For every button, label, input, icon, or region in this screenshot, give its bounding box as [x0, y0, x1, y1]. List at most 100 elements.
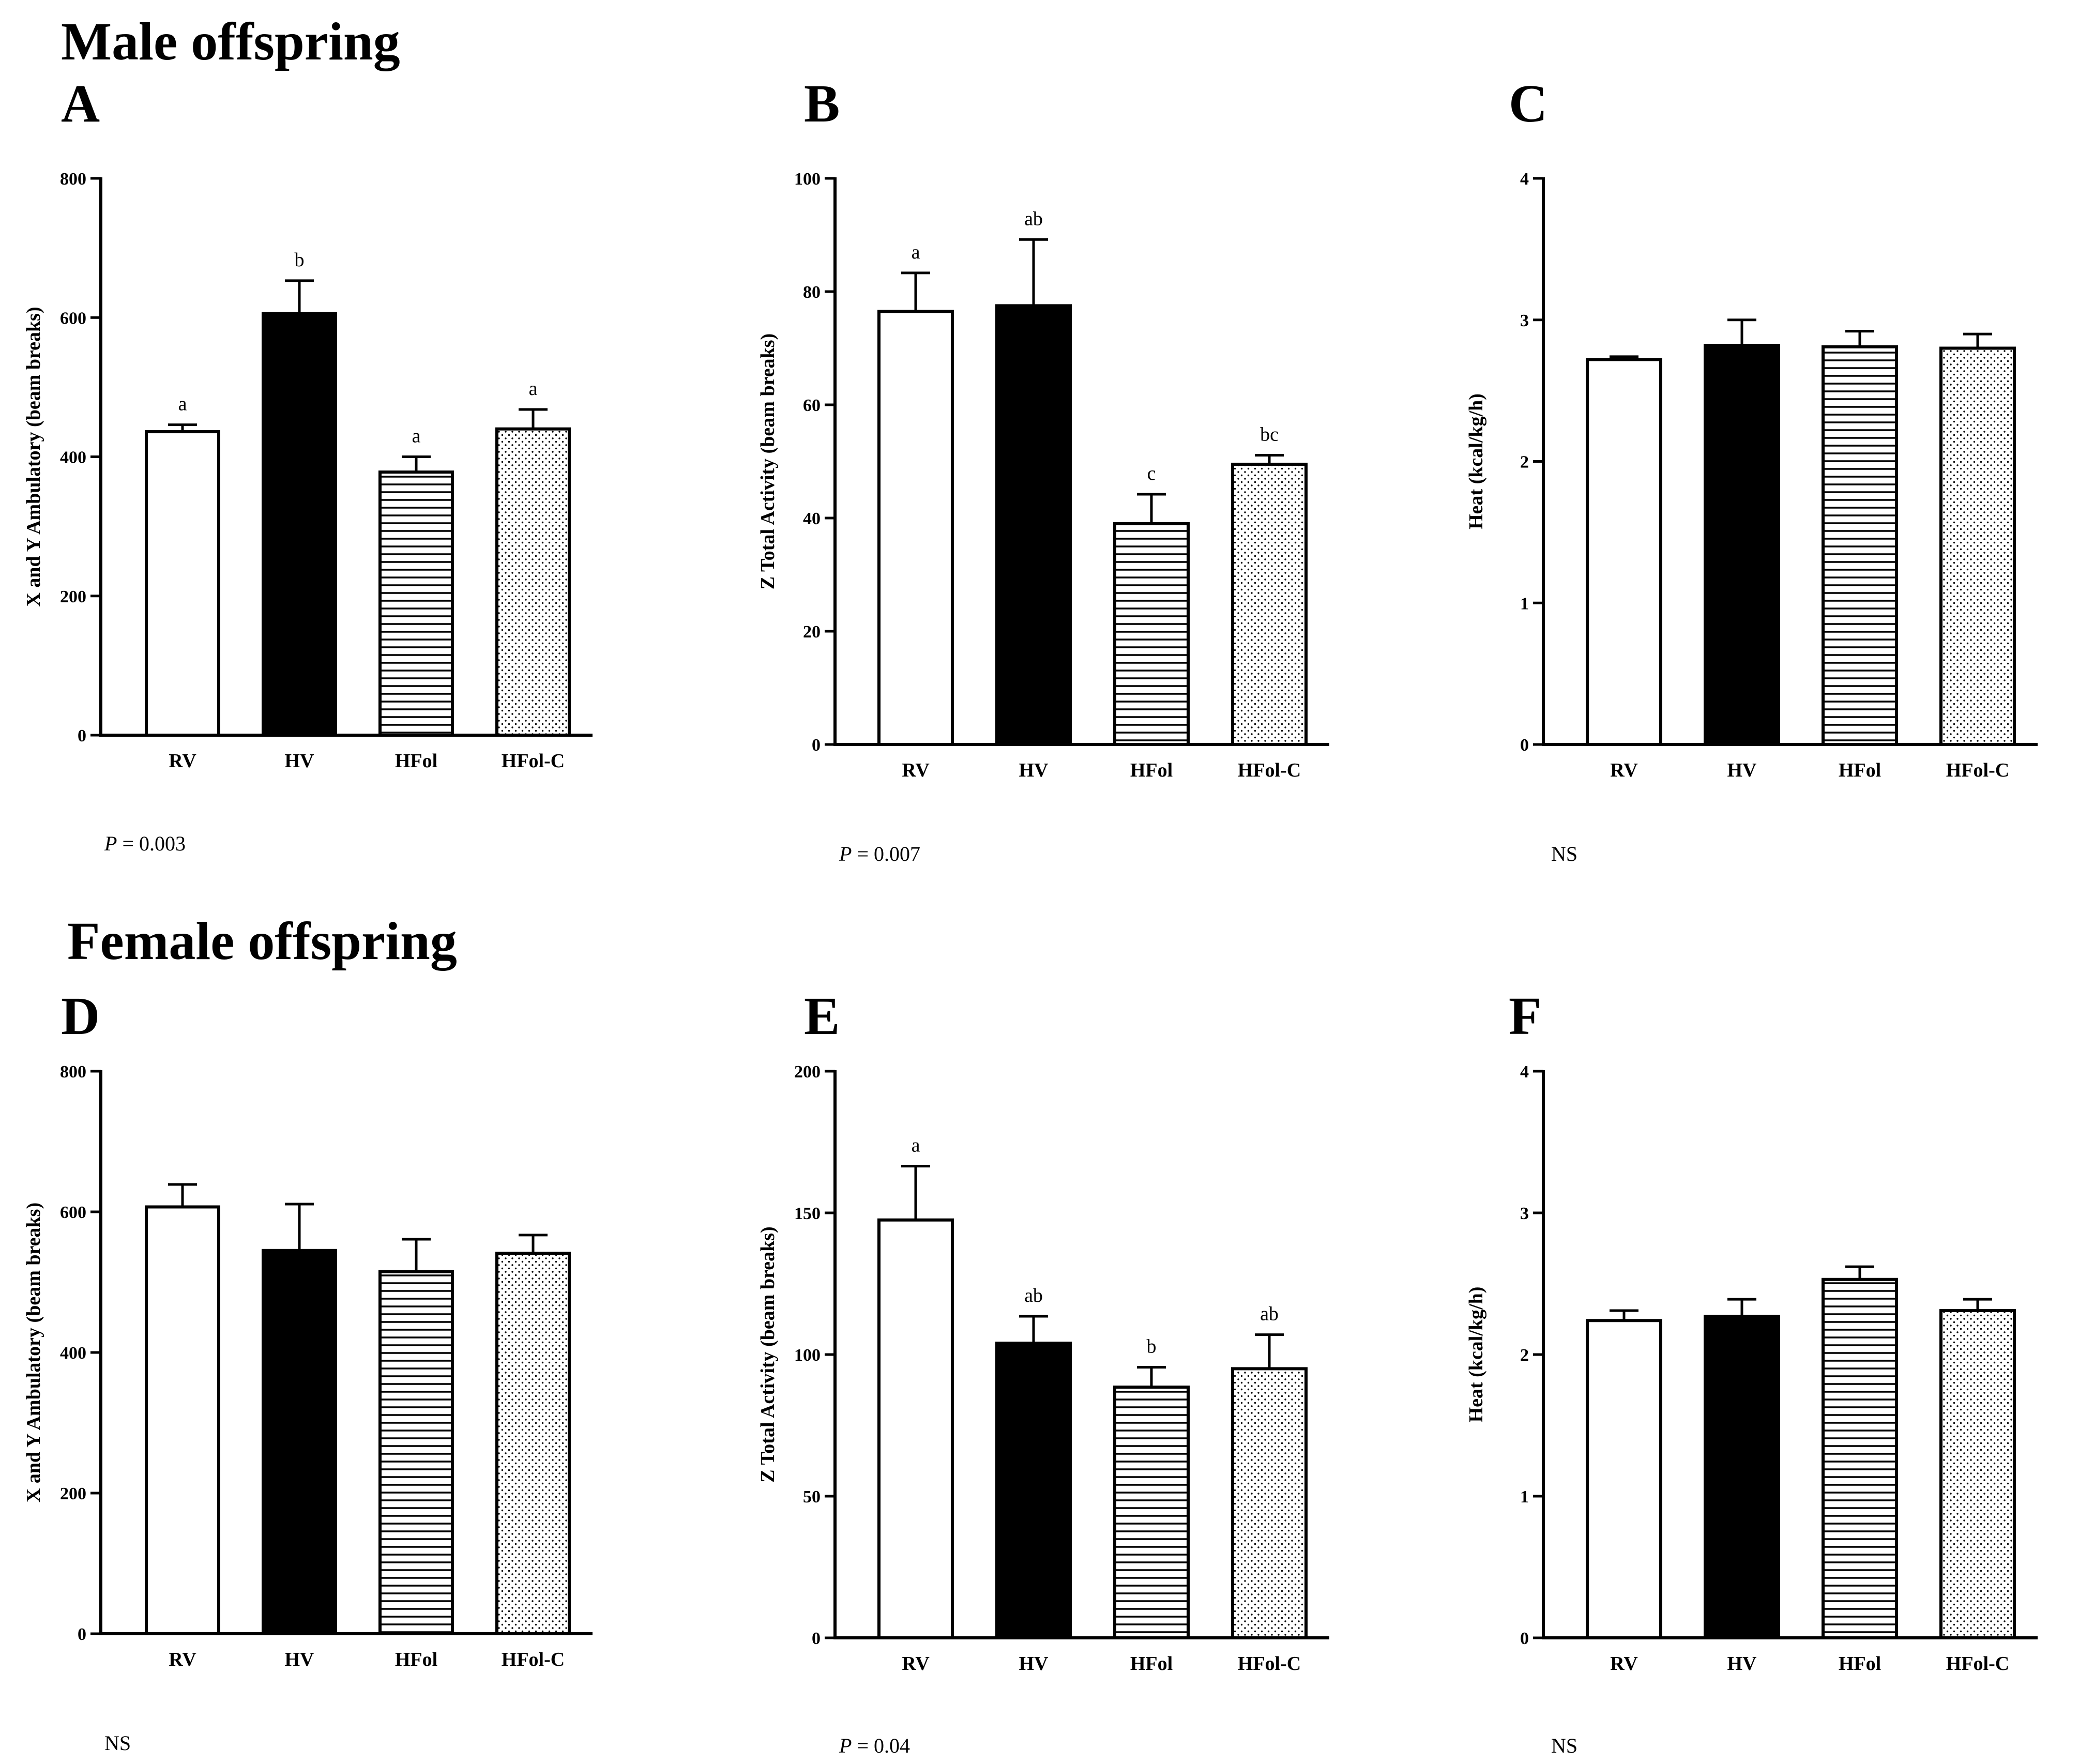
panel-letter-c: C [1509, 74, 1547, 133]
chart-panel-d: D 0 200 400 600 800 X and Y Ambulatory (beam b… [23, 986, 593, 1755]
bar-e-hv [995, 1342, 1072, 1640]
y-tick-label-a: 400 [60, 448, 86, 467]
x-tick-label-f: RV [1610, 1653, 1638, 1675]
y-tick-label-d: 200 [60, 1484, 86, 1503]
y-tick-label-d: 400 [60, 1344, 86, 1363]
y-tick-label-a: 0 [78, 726, 86, 746]
x-tick-label-f: HFol [1839, 1653, 1881, 1675]
significance-label-e: ab [1260, 1303, 1279, 1325]
significance-label-e: b [1147, 1336, 1157, 1358]
chart-panel-c: C 0 1 2 3 4 Heat (kcal/kg/h) RV HV HFol HFol-C NS [1465, 74, 2038, 865]
y-tick-label-d: 600 [60, 1203, 86, 1222]
panel-letter-a: A [61, 74, 100, 133]
y-tick-label-e: 150 [794, 1204, 821, 1223]
y-tick-label-b: 0 [812, 736, 821, 755]
y-tick-label-f: 3 [1520, 1204, 1529, 1223]
significance-label-e: ab [1024, 1285, 1043, 1306]
bar-d-hfol [378, 1270, 454, 1636]
x-tick-label-f: HV [1727, 1653, 1757, 1675]
x-tick-label-a: HV [285, 750, 315, 772]
y-tick-label-c: 1 [1520, 594, 1529, 613]
bar-b-hv [995, 304, 1072, 746]
significance-label-a: a [178, 393, 187, 415]
bar-f-hv [1704, 1315, 1780, 1639]
bar-f-hfol [1822, 1278, 1898, 1639]
stat-note-d: NS [104, 1731, 131, 1755]
y-tick-label-b: 80 [803, 283, 821, 302]
y-tick-label-d: 0 [78, 1625, 86, 1644]
significance-label-e: a [912, 1135, 920, 1157]
y-tick-label-e: 50 [803, 1487, 821, 1507]
stat-note-a: P = 0.003 [104, 832, 186, 855]
y-tick-label-f: 0 [1520, 1629, 1529, 1648]
bar-a-hfol [378, 470, 454, 737]
male-offspring-heading: Male offspring [61, 12, 400, 71]
chart-panel-a: A 0 200 400 600 800 X and Y Ambulatory (beam b… [23, 74, 593, 855]
bar-c-hfol-c [1939, 346, 2016, 746]
bar-c-hfol [1822, 345, 1898, 746]
x-tick-label-b: RV [902, 759, 930, 781]
y-tick-label-d: 800 [60, 1062, 86, 1082]
female-offspring-heading: Female offspring [67, 911, 457, 971]
stat-note-c: NS [1551, 842, 1577, 865]
x-tick-label-c: HFol-C [1946, 759, 2009, 781]
bar-c-hv [1704, 344, 1780, 746]
y-tick-label-a: 800 [60, 170, 86, 189]
bar-f-rv [1586, 1319, 1662, 1639]
panel-letter-d: D [61, 986, 100, 1046]
x-tick-label-a: HFol [395, 750, 437, 772]
x-tick-label-a: RV [169, 750, 196, 772]
significance-label-b: a [912, 241, 920, 263]
y-tick-label-a: 200 [60, 587, 86, 606]
y-axis-title-f: Heat (kcal/kg/h) [1465, 1287, 1487, 1423]
y-tick-label-f: 2 [1520, 1346, 1529, 1365]
y-tick-label-c: 4 [1520, 170, 1529, 189]
y-axis-title-c: Heat (kcal/kg/h) [1465, 393, 1487, 529]
x-tick-label-d: HFol-C [502, 1649, 565, 1670]
panel-letter-b: B [804, 74, 840, 133]
x-tick-label-c: RV [1610, 759, 1638, 781]
chart-panel-b: B 0 20 40 60 80 100 Z Total Activity (beam brea… [757, 74, 1329, 865]
bar-f-hfol-c [1939, 1309, 2016, 1640]
y-tick-label-c: 0 [1520, 736, 1529, 755]
y-tick-label-c: 2 [1520, 453, 1529, 472]
y-tick-label-b: 100 [794, 170, 821, 189]
y-tick-label-e: 200 [794, 1062, 821, 1082]
significance-label-a: a [412, 425, 421, 447]
x-tick-label-e: HV [1019, 1653, 1049, 1675]
y-axis-title-b: Z Total Activity (beam breaks) [757, 333, 779, 589]
y-tick-label-b: 60 [803, 396, 821, 415]
y-axis-title-e: Z Total Activity (beam breaks) [757, 1226, 779, 1482]
x-tick-label-e: HFol [1130, 1653, 1173, 1675]
significance-label-a: b [295, 249, 305, 271]
stat-note-b: P = 0.007 [839, 842, 920, 865]
bar-e-hfol-c [1231, 1367, 1308, 1639]
y-tick-label-b: 20 [803, 622, 821, 642]
y-axis-title-d: X and Y Ambulatory (beam breaks) [23, 1203, 44, 1502]
x-tick-label-c: HV [1727, 759, 1757, 781]
significance-label-b: c [1147, 463, 1156, 484]
x-tick-label-c: HFol [1839, 759, 1881, 781]
y-tick-label-b: 40 [803, 509, 821, 528]
bar-b-hfol-c [1231, 462, 1308, 746]
bar-a-hfol-c [495, 427, 571, 737]
significance-label-b: ab [1024, 208, 1043, 230]
bar-d-rv [145, 1205, 220, 1635]
x-tick-label-a: HFol-C [502, 750, 565, 772]
bar-e-hfol [1113, 1386, 1190, 1640]
bar-d-hv [262, 1249, 337, 1636]
bar-a-rv [145, 430, 220, 737]
stat-note-e: P = 0.04 [839, 1734, 910, 1757]
x-tick-label-b: HFol [1130, 759, 1173, 781]
bar-c-rv [1586, 358, 1662, 746]
y-tick-label-e: 0 [812, 1629, 821, 1648]
panel-letter-e: E [804, 986, 840, 1046]
bar-a-hv [262, 312, 337, 737]
chart-panel-f: F 0 1 2 3 4 Heat (kcal/kg/h) RV HV HFol HFol-C NS [1465, 986, 2038, 1757]
x-tick-label-d: RV [169, 1649, 196, 1670]
y-tick-label-f: 4 [1520, 1062, 1529, 1082]
bar-e-rv [877, 1218, 954, 1639]
y-axis-title-a: X and Y Ambulatory (beam breaks) [23, 307, 44, 606]
